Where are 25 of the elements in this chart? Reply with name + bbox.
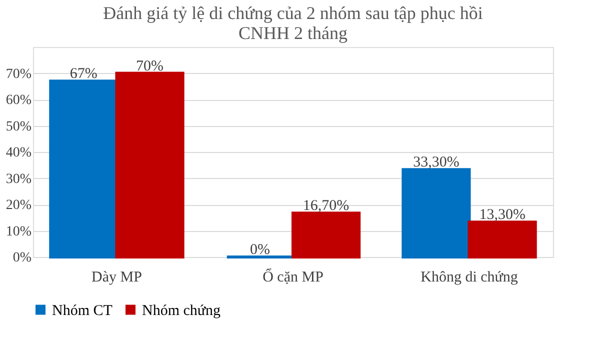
bar (468, 220, 537, 258)
data-label: 67% (70, 66, 98, 82)
y-tick-label: 30% (6, 172, 32, 187)
legend-label: Nhóm CT (52, 302, 112, 319)
legend-label: Nhóm chứng (142, 302, 222, 319)
data-label: 0% (250, 242, 270, 258)
data-label: 70% (136, 58, 164, 74)
y-tick-label: 50% (6, 119, 32, 134)
y-tick-label: 10% (6, 224, 32, 240)
y-tick-label: 70% (6, 66, 32, 82)
x-tick-label: Ổ cặn MP (262, 268, 324, 286)
y-tick-label: 40% (6, 146, 32, 160)
x-tick-label: Không di chứng (420, 270, 518, 286)
data-label: 33,30% (413, 154, 460, 171)
y-tick-label: 20% (6, 198, 32, 213)
text: Đánh giá tỷ lệ di chứng của 2 nhóm sau tập phục hồi (103, 3, 483, 23)
x-tick-label: Dày MP (92, 270, 142, 286)
bar (292, 212, 361, 258)
text: CNHH 2 tháng (238, 23, 348, 43)
bar (115, 72, 184, 258)
y-tick-label: 0% (12, 250, 32, 266)
data-label: 16,70% (302, 198, 350, 214)
y-tick-label: 60% (6, 93, 32, 108)
data-label: 13,30% (479, 207, 526, 224)
bar (402, 168, 471, 258)
